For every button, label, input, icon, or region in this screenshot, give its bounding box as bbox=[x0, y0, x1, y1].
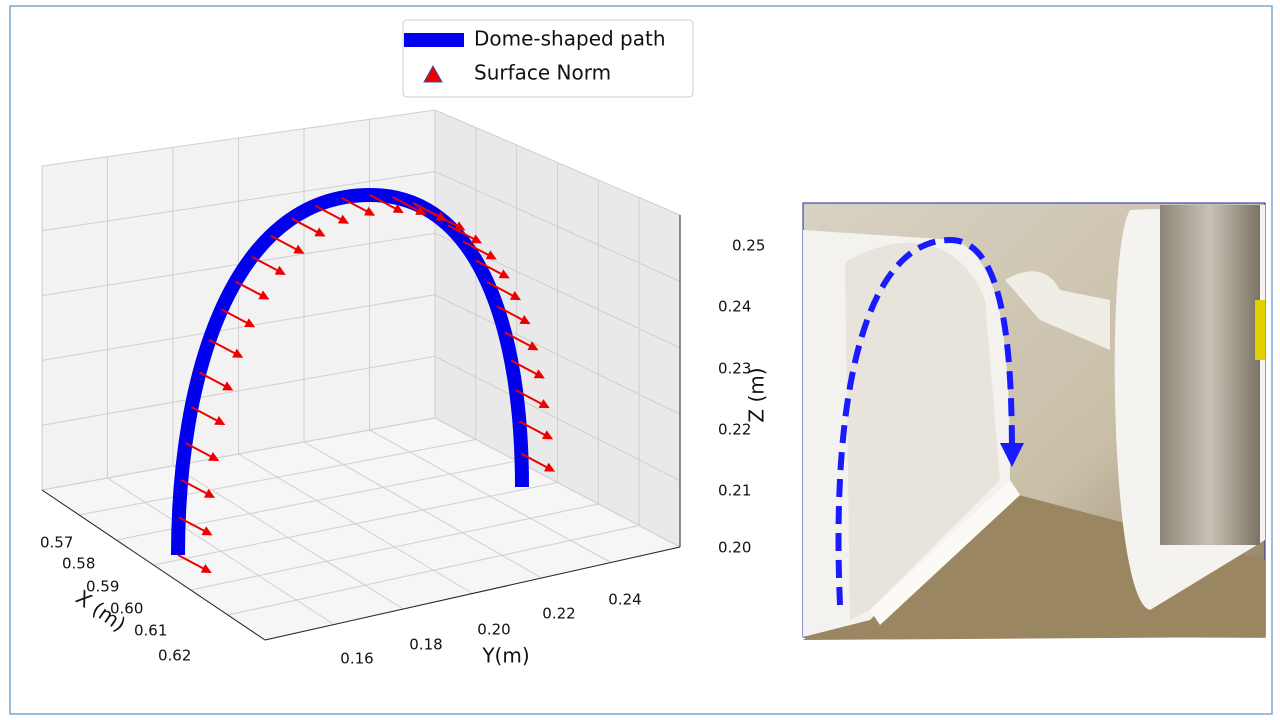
grid-line bbox=[41, 171, 436, 232]
grid-line bbox=[434, 417, 681, 548]
normal-arrow bbox=[518, 420, 554, 440]
normal-arrow bbox=[191, 406, 226, 426]
x-tick-label: 0.61 bbox=[134, 622, 167, 640]
z-tick-label: 0.25 bbox=[732, 237, 765, 255]
normal-arrow bbox=[475, 259, 510, 279]
normal-arrow bbox=[520, 452, 556, 472]
legend-label: Surface Norm bbox=[474, 61, 611, 85]
normal-arrow bbox=[209, 338, 244, 358]
frame bbox=[9, 5, 1273, 715]
y-axis-label: Y(m) bbox=[481, 644, 529, 668]
normal-arrow bbox=[431, 211, 466, 231]
axis-lines bbox=[41, 215, 681, 641]
grid-line bbox=[434, 294, 681, 415]
normal-arrow bbox=[177, 554, 212, 573]
y-tick-label: 0.16 bbox=[340, 650, 373, 668]
z-tick-label: 0.20 bbox=[718, 539, 751, 557]
normal-arrow bbox=[185, 442, 220, 461]
grid-line bbox=[41, 294, 436, 361]
grid-line bbox=[227, 525, 640, 616]
surface-normals bbox=[177, 194, 556, 573]
y-tick-label: 0.24 bbox=[608, 591, 641, 609]
photo bbox=[802, 202, 1266, 640]
normal-arrow bbox=[447, 224, 483, 244]
normal-arrow bbox=[178, 516, 213, 536]
normal-arrow bbox=[291, 217, 326, 237]
z-axis-label: Z (m) bbox=[745, 367, 769, 422]
y-tick-label: 0.22 bbox=[542, 605, 575, 623]
y-tick-label: 0.20 bbox=[477, 621, 510, 639]
tick-labels: 0.25 0.24 0.23 0.22 0.21 0.20 0.57 0.58 0.59 0.60… bbox=[40, 237, 769, 668]
x-tick-label: 0.59 bbox=[86, 578, 119, 596]
normal-arrow bbox=[270, 234, 305, 254]
grid-line bbox=[41, 355, 436, 426]
normal-arrow bbox=[392, 196, 427, 215]
grid-line bbox=[41, 109, 436, 167]
normal-arrow bbox=[486, 281, 522, 301]
z-tick-label: 0.22 bbox=[718, 421, 751, 439]
normal-arrow bbox=[221, 308, 256, 328]
x-tick-label: 0.60 bbox=[110, 600, 143, 618]
x-tick-label: 0.58 bbox=[62, 555, 95, 573]
normal-arrow bbox=[251, 256, 286, 275]
grid-line bbox=[434, 109, 681, 216]
x-tick-label: 0.57 bbox=[40, 534, 73, 552]
dome-path bbox=[171, 187, 529, 556]
grid-line bbox=[434, 355, 681, 482]
normal-arrow bbox=[314, 204, 350, 224]
legend: Dome-shaped path Surface Norm bbox=[402, 19, 694, 98]
legend-label: Dome-shaped path bbox=[474, 27, 666, 51]
x-tick-label: 0.62 bbox=[158, 647, 191, 665]
normal-arrow bbox=[510, 359, 545, 379]
normal-arrow bbox=[462, 240, 497, 260]
normal-arrow bbox=[496, 305, 531, 325]
normal-arrow bbox=[369, 194, 404, 213]
z-tick-label: 0.23 bbox=[718, 360, 751, 378]
legend-swatch bbox=[423, 64, 443, 83]
normal-arrow bbox=[515, 389, 550, 409]
z-tick-label: 0.21 bbox=[718, 482, 751, 500]
normal-arrow bbox=[199, 371, 234, 391]
normal-arrow bbox=[180, 479, 216, 498]
z-tick-label: 0.24 bbox=[718, 298, 751, 316]
y-tick-label: 0.18 bbox=[409, 636, 442, 654]
normal-arrow bbox=[340, 196, 376, 216]
grid-line bbox=[434, 171, 681, 282]
normal-arrow bbox=[235, 280, 270, 300]
legend-swatch bbox=[404, 33, 464, 47]
normal-arrow bbox=[504, 331, 539, 351]
